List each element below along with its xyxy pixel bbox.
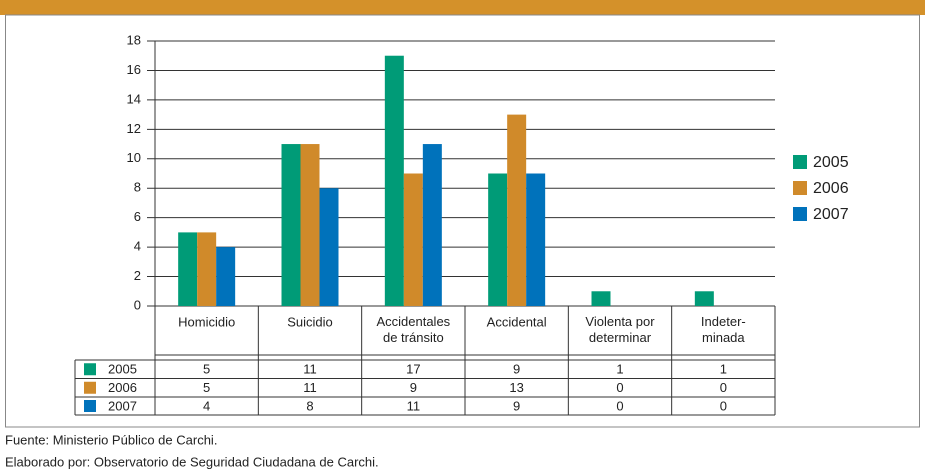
legend-swatch: [793, 181, 807, 195]
legend-label: 2007: [813, 206, 849, 223]
table-cell: 5: [203, 362, 210, 377]
bar: [422, 144, 442, 306]
table-cell: 1: [720, 362, 727, 377]
bar: [216, 247, 236, 306]
table-cell: 9: [513, 398, 520, 413]
x-tick-label: Accidentales de tránsito: [376, 314, 450, 345]
x-tick-label: Indeter-minada: [701, 314, 746, 345]
table-cell: 11: [407, 398, 421, 413]
table-cell: 0: [616, 398, 623, 413]
bar: [197, 232, 217, 306]
table-swatch: [84, 400, 96, 412]
table-cell: 4: [203, 398, 210, 413]
bar: [319, 188, 339, 306]
legend-label: 2005: [813, 154, 849, 171]
table-cell: 1: [616, 362, 623, 377]
y-tick-label: 4: [134, 239, 141, 254]
bar: [488, 173, 508, 306]
table-cell: 9: [410, 380, 417, 395]
table-row-label: 2007: [108, 398, 137, 413]
table-cell: 0: [720, 398, 727, 413]
table-cell: 0: [616, 380, 623, 395]
legend-swatch: [793, 207, 807, 221]
y-tick-label: 18: [127, 32, 141, 47]
y-tick-label: 8: [134, 180, 141, 195]
frame: [5, 14, 920, 428]
x-tick-label: Violenta por determinar: [585, 314, 655, 345]
table-cell: 11: [303, 380, 317, 395]
y-tick-label: 6: [134, 209, 141, 224]
x-tick-label: Homicidio: [178, 314, 235, 329]
table-cell: 17: [406, 362, 420, 377]
x-tick-label: Suicidio: [287, 314, 333, 329]
bar: [526, 173, 546, 306]
y-tick-label: 12: [127, 121, 141, 136]
table-row-label: 2005: [108, 362, 137, 377]
bar: [694, 291, 714, 306]
table-cell: 13: [509, 380, 523, 395]
bar: [507, 114, 527, 306]
table-cell: 11: [303, 362, 317, 377]
legend-swatch: [793, 155, 807, 169]
bar: [384, 55, 404, 306]
bar: [300, 144, 320, 306]
footnote: Fuente: Ministerio Público de Carchi.: [5, 432, 217, 447]
table-swatch: [84, 363, 96, 376]
y-tick-label: 2: [134, 268, 141, 283]
header-bar: [0, 0, 925, 15]
table-cell: 0: [720, 380, 727, 395]
table-swatch: [84, 381, 96, 394]
y-tick-label: 0: [134, 297, 141, 312]
y-tick-label: 14: [127, 91, 141, 106]
bar: [591, 291, 611, 306]
table-cell: 8: [306, 398, 313, 413]
bar: [403, 173, 423, 306]
table-row-label: 2006: [108, 380, 137, 395]
x-tick-label: Accidental: [487, 314, 547, 329]
footnote: Elaborado por: Observatorio de Seguridad…: [5, 454, 379, 469]
table-cell: 5: [203, 380, 210, 395]
y-tick-label: 16: [127, 62, 141, 77]
legend-label: 2006: [813, 180, 849, 197]
bar: [281, 144, 301, 306]
table-cell: 9: [513, 362, 520, 377]
y-tick-label: 10: [127, 150, 141, 165]
bar: [178, 232, 198, 306]
